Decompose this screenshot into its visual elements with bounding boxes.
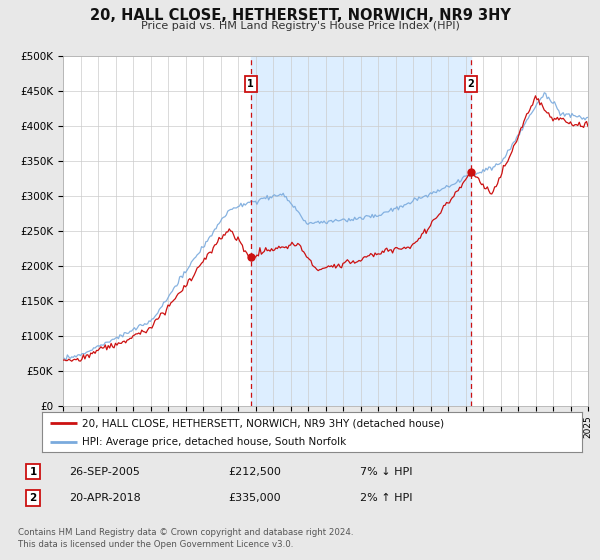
Text: 2: 2	[467, 79, 474, 89]
Text: 1: 1	[247, 79, 254, 89]
Text: Price paid vs. HM Land Registry's House Price Index (HPI): Price paid vs. HM Land Registry's House …	[140, 21, 460, 31]
Text: 2% ↑ HPI: 2% ↑ HPI	[360, 493, 413, 503]
Text: 2: 2	[29, 493, 37, 503]
Text: Contains HM Land Registry data © Crown copyright and database right 2024.: Contains HM Land Registry data © Crown c…	[18, 528, 353, 536]
Text: 7% ↓ HPI: 7% ↓ HPI	[360, 466, 413, 477]
Text: 1: 1	[29, 466, 37, 477]
Text: This data is licensed under the Open Government Licence v3.0.: This data is licensed under the Open Gov…	[18, 540, 293, 549]
Text: 20, HALL CLOSE, HETHERSETT, NORWICH, NR9 3HY (detached house): 20, HALL CLOSE, HETHERSETT, NORWICH, NR9…	[83, 418, 445, 428]
Text: 20-APR-2018: 20-APR-2018	[69, 493, 141, 503]
Bar	[251, 56, 471, 406]
Text: £335,000: £335,000	[228, 493, 281, 503]
Text: 26-SEP-2005: 26-SEP-2005	[69, 466, 140, 477]
Text: £212,500: £212,500	[228, 466, 281, 477]
Text: HPI: Average price, detached house, South Norfolk: HPI: Average price, detached house, Sout…	[83, 437, 347, 446]
Text: 20, HALL CLOSE, HETHERSETT, NORWICH, NR9 3HY: 20, HALL CLOSE, HETHERSETT, NORWICH, NR9…	[89, 8, 511, 24]
